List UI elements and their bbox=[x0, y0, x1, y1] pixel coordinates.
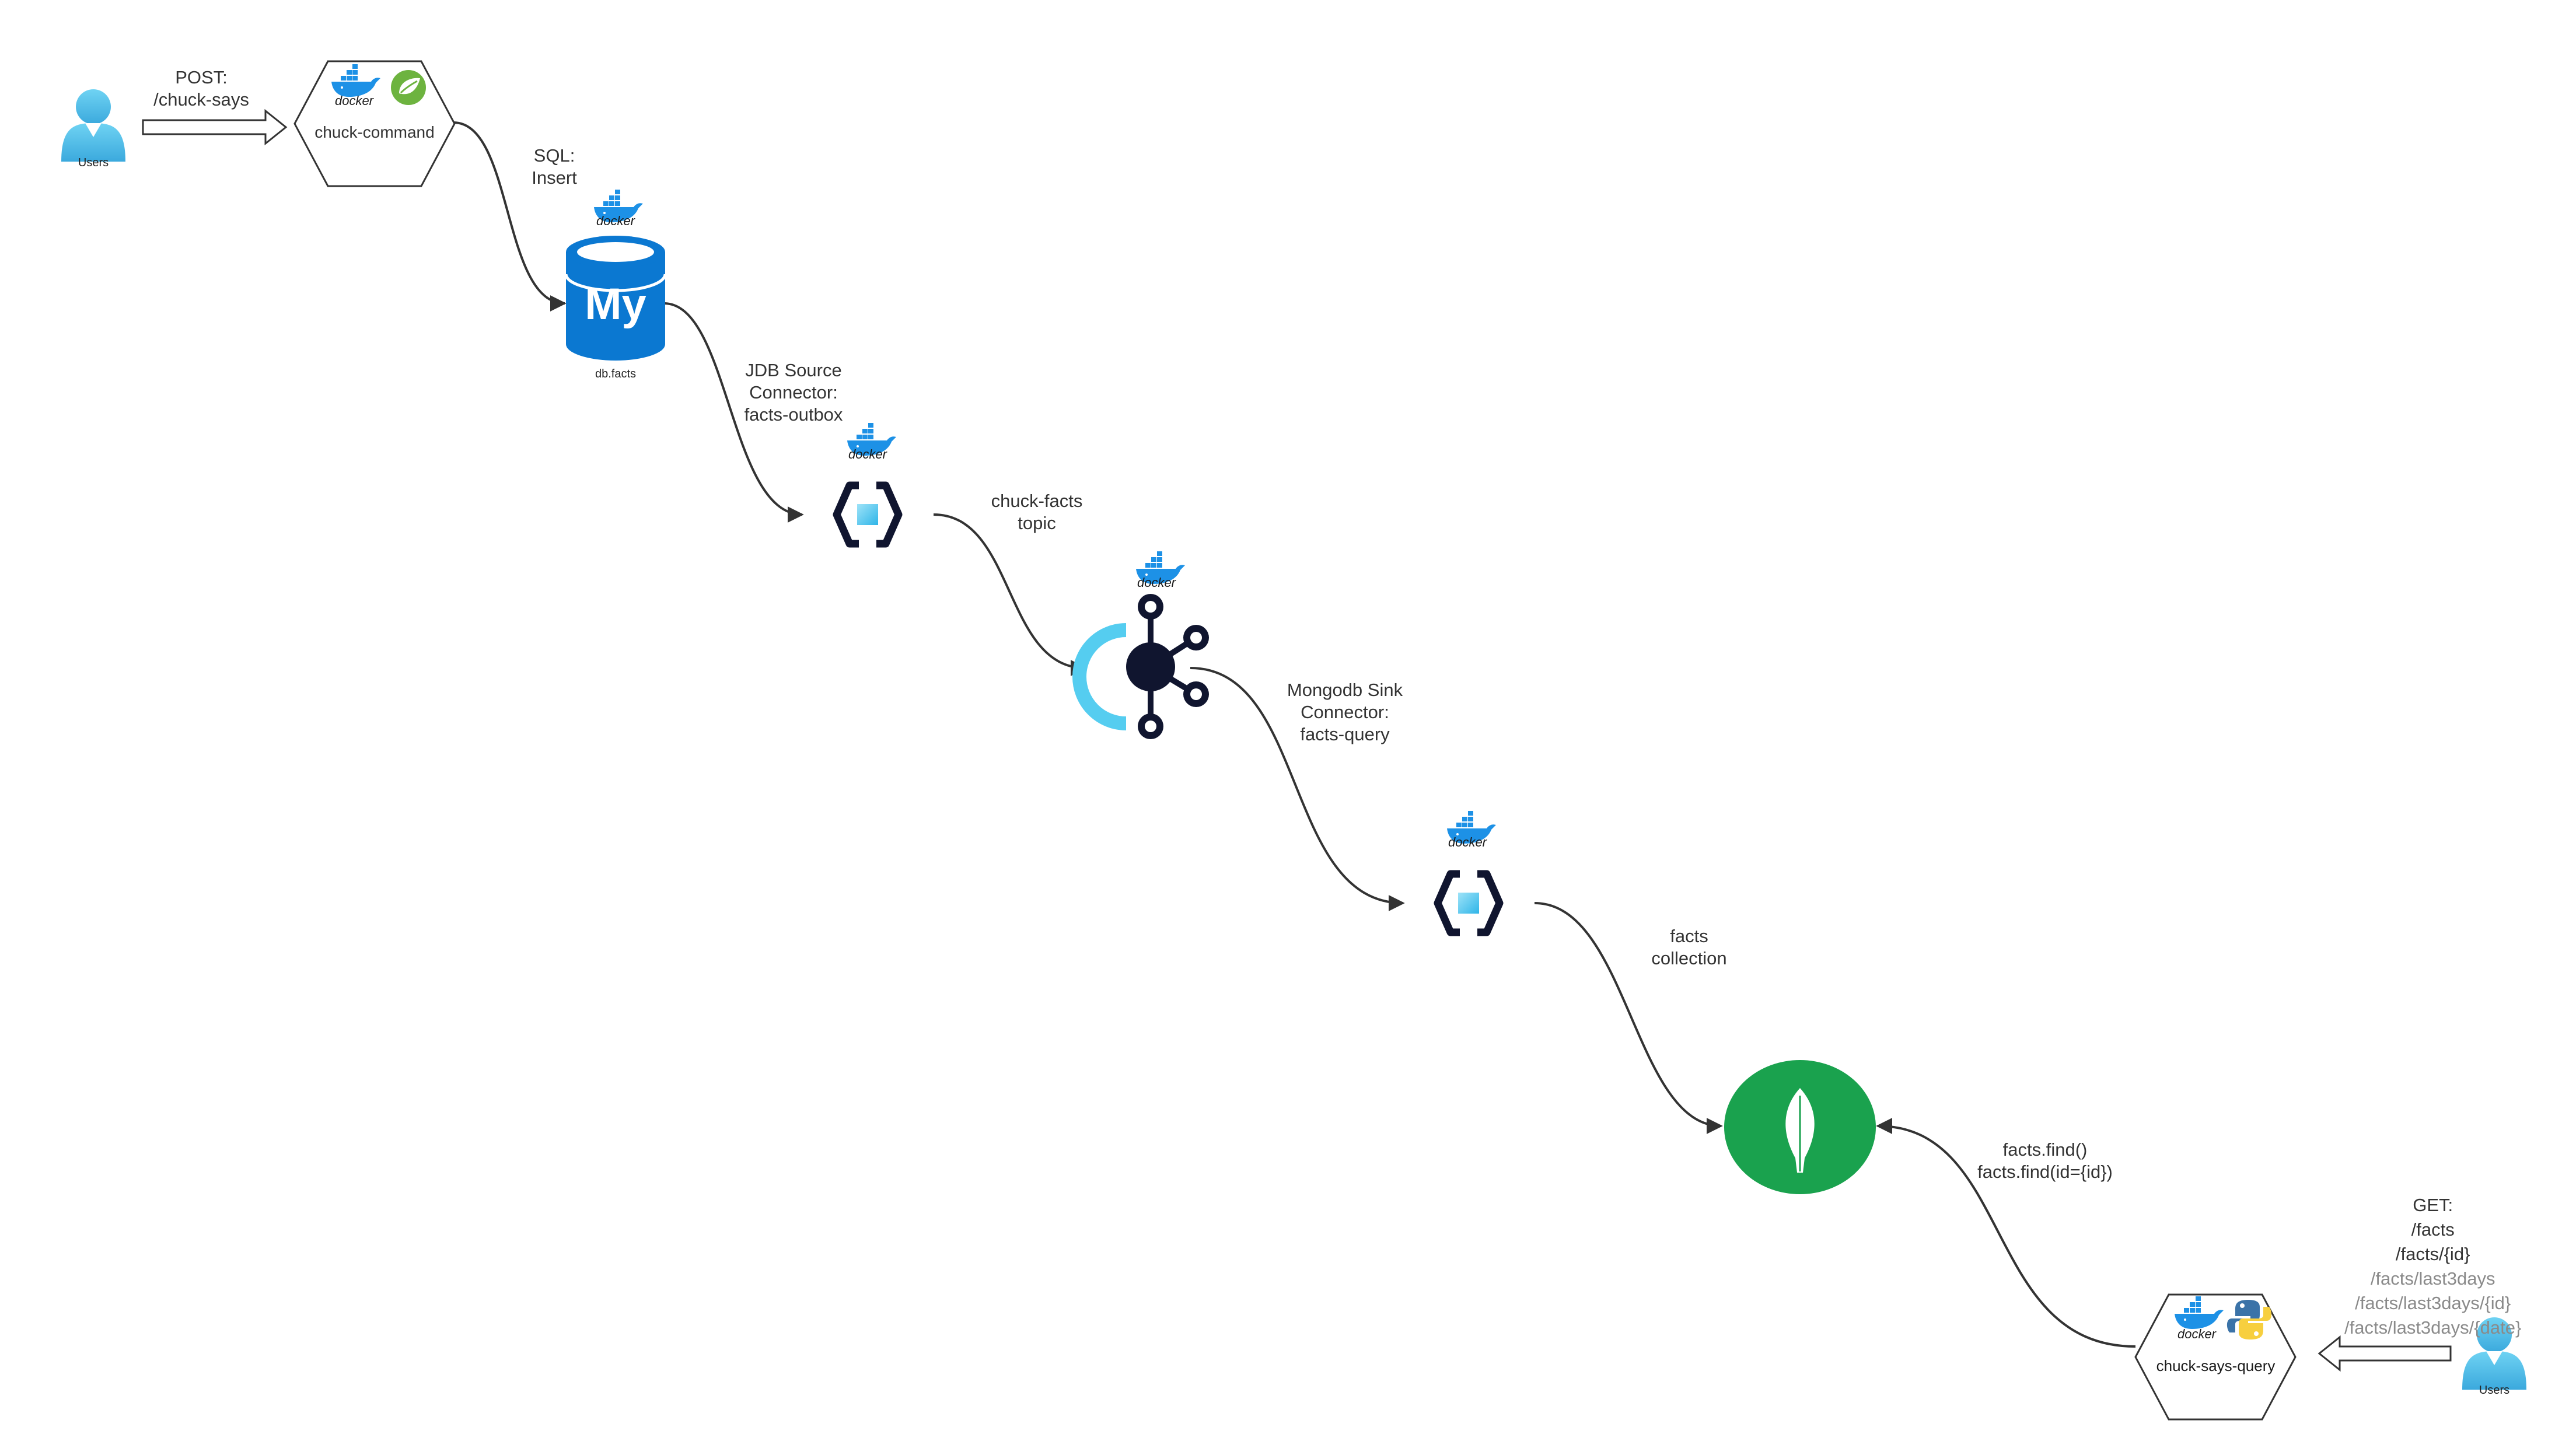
jdbc-line1: JDB Source bbox=[745, 360, 842, 380]
jdbc-line2: Connector: bbox=[749, 382, 838, 403]
facts-collection-label: facts collection bbox=[1622, 925, 1756, 970]
route-facts-last3days: /facts/last3days bbox=[2370, 1268, 2495, 1289]
edge-connector-to-kafka bbox=[933, 513, 1087, 676]
find-line2: facts.find(id={id}) bbox=[1977, 1162, 2113, 1182]
users-right-label: Users bbox=[2479, 1384, 2510, 1397]
docker-text-query: docker bbox=[2177, 1327, 2217, 1341]
get-method: GET: bbox=[2413, 1195, 2453, 1215]
docker-text-kafka: docker bbox=[1137, 575, 1176, 590]
route-facts: /facts bbox=[2411, 1219, 2455, 1240]
chuck-says-query-label: chuck-says-query bbox=[2156, 1357, 2276, 1374]
sql-line2: Insert bbox=[532, 167, 577, 188]
docker-text-mysql: docker bbox=[596, 214, 635, 228]
users-left-label: Users bbox=[78, 156, 109, 169]
collection-line1: facts bbox=[1670, 926, 1708, 946]
mysql-logo-text: My bbox=[585, 279, 646, 329]
kafka-icon bbox=[1072, 594, 1209, 739]
get-routes-label: GET: /facts /facts/{id} /facts/last3days… bbox=[2344, 1193, 2521, 1340]
jdbc-line3: facts-outbox bbox=[744, 404, 843, 425]
find-line1: facts.find() bbox=[2002, 1139, 2088, 1160]
post-method: POST: bbox=[175, 67, 228, 88]
spring-icon bbox=[391, 70, 426, 105]
jdbc-source-connector-label: JDB Source Connector: facts-outbox bbox=[726, 359, 861, 426]
mysql-db-label: db.facts bbox=[595, 368, 637, 380]
route-facts-id: /facts/{id} bbox=[2395, 1244, 2470, 1264]
facts-find-label: facts.find() facts.find(id={id}) bbox=[1943, 1139, 2147, 1183]
sink-connector-icon bbox=[1438, 869, 1500, 937]
docker-text-command: docker bbox=[334, 93, 374, 108]
sql-line1: SQL: bbox=[533, 145, 575, 166]
chuck-facts-topic-label: chuck-facts topic bbox=[970, 490, 1104, 534]
sql-insert-label: SQL: Insert bbox=[511, 145, 598, 189]
collection-line2: collection bbox=[1651, 948, 1727, 968]
chuck-command-label: chuck-command bbox=[314, 123, 435, 141]
post-endpoint-label: POST: /chuck-says bbox=[134, 67, 268, 111]
sink-line2: Connector: bbox=[1301, 702, 1389, 722]
python-icon bbox=[2227, 1300, 2272, 1339]
mongodb-sink-connector-label: Mongodb Sink Connector: facts-query bbox=[1272, 679, 1418, 746]
route-facts-last3days-id: /facts/last3days/{id} bbox=[2355, 1293, 2511, 1313]
sink-line3: facts-query bbox=[1300, 724, 1390, 744]
source-connector-icon bbox=[837, 481, 899, 548]
block-arrow-get bbox=[2318, 1335, 2452, 1372]
mysql-icon bbox=[564, 236, 667, 361]
block-arrow-post bbox=[142, 109, 288, 146]
edge-query-to-mongodb bbox=[1876, 1118, 2136, 1348]
topic-line1: chuck-facts bbox=[991, 491, 1083, 511]
edge-mysql-to-connector bbox=[663, 302, 804, 523]
route-facts-last3days-date: /facts/last3days/{date} bbox=[2344, 1317, 2522, 1338]
post-path: /chuck-says bbox=[153, 89, 249, 110]
edge-sink-to-mongodb bbox=[1534, 902, 1723, 1134]
edge-kafka-to-sink bbox=[1190, 667, 1405, 911]
user-icon-left bbox=[61, 89, 125, 162]
sink-line1: Mongodb Sink bbox=[1287, 680, 1403, 700]
topic-line2: topic bbox=[1018, 513, 1056, 533]
mongodb-icon bbox=[1724, 1060, 1876, 1194]
docker-text-source-connector: docker bbox=[848, 447, 887, 461]
docker-text-sink-connector: docker bbox=[1448, 835, 1487, 849]
edge-command-to-mysql bbox=[453, 121, 567, 312]
